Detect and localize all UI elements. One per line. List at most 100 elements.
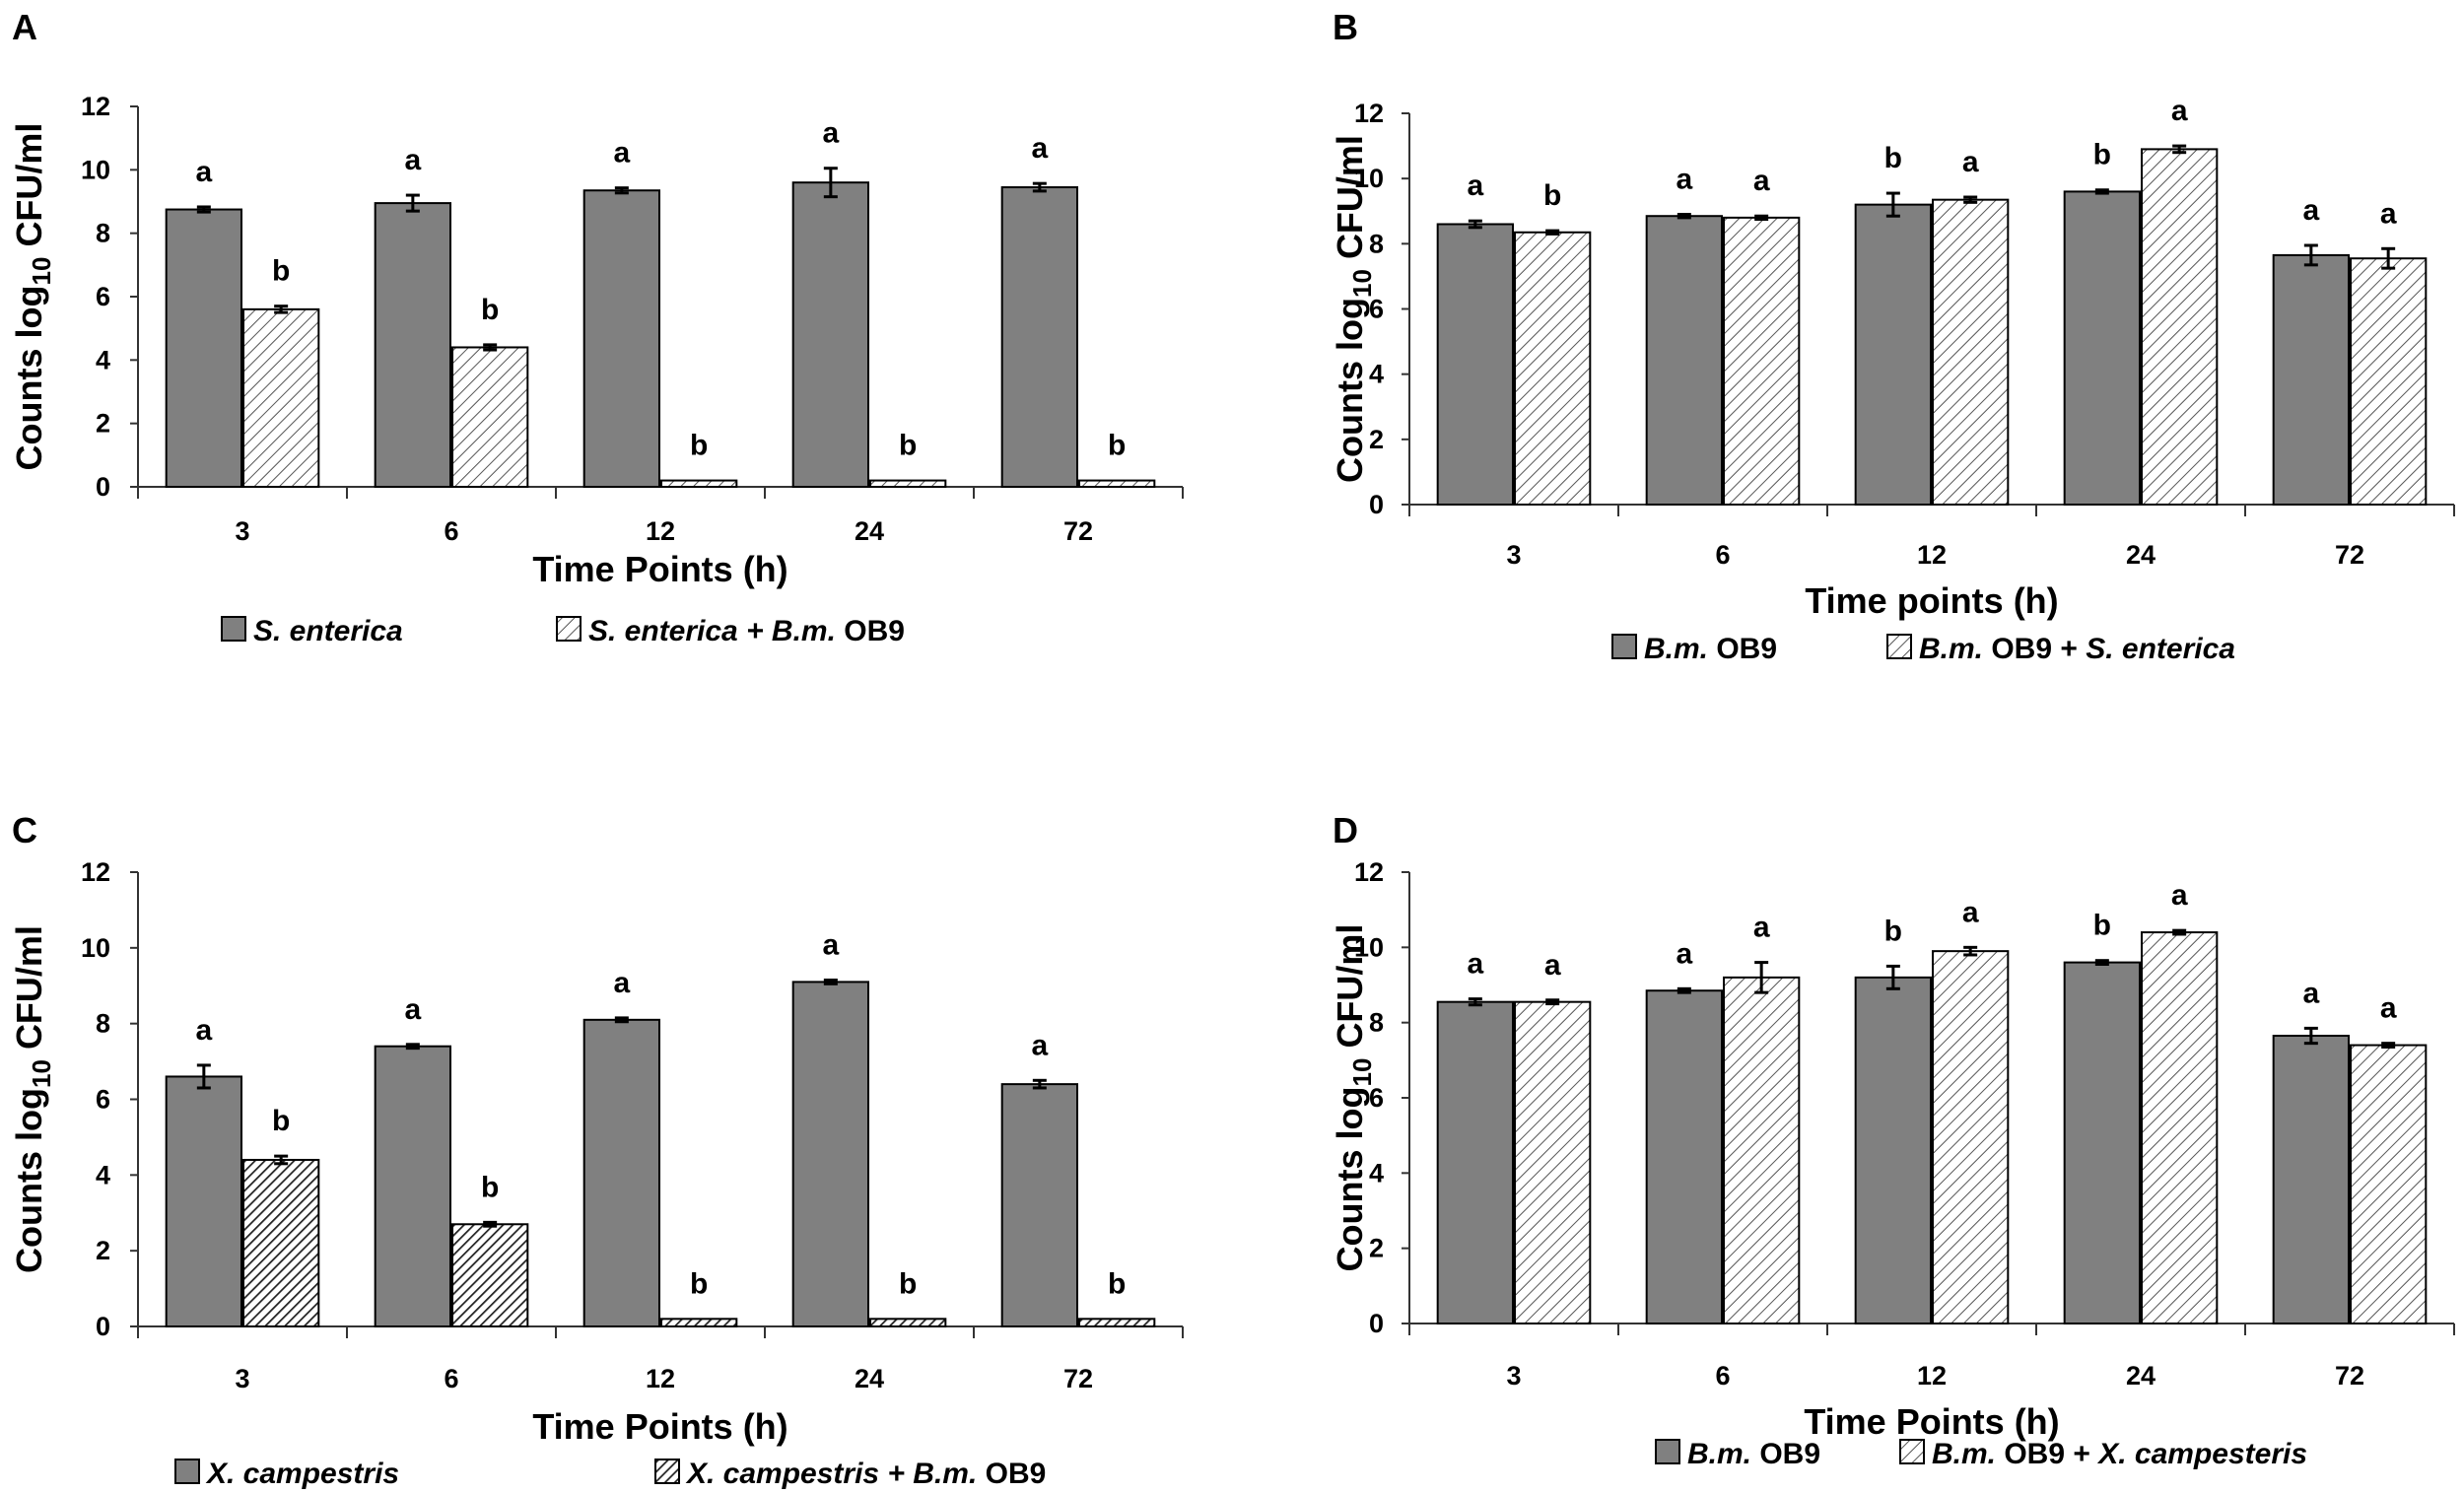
significance-label: a [195, 156, 212, 188]
y-tick-label: 6 [1369, 295, 1384, 324]
y-tick-label: 6 [1369, 1083, 1384, 1113]
panel-letter: C [12, 810, 37, 850]
bar [1436, 223, 1515, 506]
significance-label: b [1884, 915, 1902, 947]
panel-letter: D [1333, 810, 1358, 850]
significance-label: a [1467, 948, 1483, 981]
legend-entry: B.m. OB9 [1655, 1438, 1820, 1470]
y-tick-label: 2 [96, 1236, 110, 1265]
y-tick-label: 2 [1369, 425, 1384, 454]
significance-label: a [1753, 912, 1770, 944]
bar [1645, 989, 1724, 1324]
significance-label: a [2380, 992, 2397, 1025]
x-axis-title: Time Points (h) [1804, 1401, 2059, 1442]
bar [2063, 961, 2141, 1324]
significance-label: a [2171, 95, 2188, 127]
y-tick-label: 4 [96, 1160, 110, 1189]
bar [451, 1223, 529, 1328]
bar [2272, 253, 2350, 506]
legend-swatch [1899, 1439, 1925, 1464]
y-tick-label: 10 [1354, 932, 1384, 962]
x-tick-label: 3 [1506, 1361, 1521, 1391]
significance-label: a [1962, 896, 1979, 928]
significance-label: a [613, 137, 630, 170]
bar [165, 208, 242, 489]
x-tick-label: 3 [235, 516, 249, 546]
bar [2350, 1044, 2428, 1324]
y-tick-label: 12 [1354, 857, 1384, 887]
legend-entry: X. campestris [174, 1458, 399, 1490]
y-tick-label: 8 [96, 219, 110, 248]
significance-label: b [481, 294, 499, 326]
significance-label: a [2171, 879, 2188, 912]
significance-label: b [899, 430, 917, 462]
y-axis-title: Counts log10 CFU/ml [1330, 924, 1377, 1272]
legend-swatch [221, 616, 246, 642]
bar [869, 1318, 947, 1327]
bar [1932, 198, 2010, 506]
legend-swatch [1655, 1439, 1680, 1464]
y-tick-label: 8 [96, 1009, 110, 1039]
x-tick-label: 24 [855, 516, 884, 546]
bar [2272, 1035, 2350, 1325]
bar [1078, 1318, 1156, 1327]
legend-label: B.m. OB9 + S. enterica [1919, 633, 2235, 665]
bar [1723, 216, 1801, 506]
bar [165, 1075, 242, 1327]
bar [1645, 215, 1724, 506]
y-axis-title: Counts log10 CFU/ml [1330, 135, 1377, 483]
x-tick-label: 72 [1063, 516, 1093, 546]
x-tick-label: 72 [2335, 1361, 2364, 1391]
y-tick-label: 0 [96, 1312, 110, 1341]
y-tick-label: 12 [81, 92, 110, 121]
x-tick-label: 12 [1917, 540, 1947, 570]
bar [1932, 950, 2010, 1325]
legend-entry: X. campestris + B.m. OB9 [654, 1458, 1046, 1490]
significance-label: b [690, 1267, 708, 1300]
bar [791, 181, 869, 488]
x-tick-label: 6 [444, 1364, 458, 1393]
significance-label: b [899, 1267, 917, 1300]
significance-label: a [822, 928, 839, 961]
x-axis-title: Time Points (h) [532, 1406, 787, 1447]
legend-label: X. campestris + B.m. OB9 [685, 1458, 1046, 1490]
significance-label: a [2302, 194, 2319, 227]
x-tick-label: 24 [855, 1364, 884, 1393]
x-tick-label: 3 [1506, 540, 1521, 570]
bar [660, 479, 738, 489]
bar [1514, 1000, 1592, 1324]
y-tick-label: 4 [96, 345, 110, 374]
bar [1723, 976, 1801, 1324]
x-tick-label: 12 [646, 1364, 675, 1393]
bar [2141, 148, 2219, 506]
significance-label: a [1676, 164, 1692, 196]
bar [660, 1318, 738, 1327]
significance-label: b [272, 1105, 290, 1137]
y-tick-label: 0 [1369, 490, 1384, 519]
x-tick-label: 3 [235, 1364, 249, 1393]
y-tick-label: 2 [96, 409, 110, 439]
legend-entry: B.m. OB9 + S. enterica [1886, 633, 2235, 665]
bar [1000, 186, 1078, 488]
bar [1854, 976, 1933, 1324]
legend-entry: B.m. OB9 [1611, 633, 1777, 665]
legend-swatch [654, 1459, 680, 1484]
significance-label: b [1108, 1267, 1126, 1300]
panel-letter: B [1333, 7, 1358, 47]
y-tick-label: 10 [1354, 164, 1384, 193]
y-tick-label: 0 [96, 472, 110, 502]
significance-label: a [1031, 1029, 1048, 1061]
y-tick-label: 12 [1354, 99, 1384, 128]
significance-label: a [822, 117, 839, 150]
bar [2063, 190, 2141, 506]
bar [869, 479, 947, 489]
bar [582, 1018, 660, 1327]
legend-label: B.m. OB9 [1644, 633, 1777, 665]
y-tick-label: 6 [96, 282, 110, 311]
bar [1436, 1000, 1515, 1324]
significance-label: a [2302, 977, 2319, 1009]
significance-label: a [1753, 165, 1770, 197]
bar [582, 189, 660, 488]
x-tick-label: 24 [2126, 540, 2156, 570]
